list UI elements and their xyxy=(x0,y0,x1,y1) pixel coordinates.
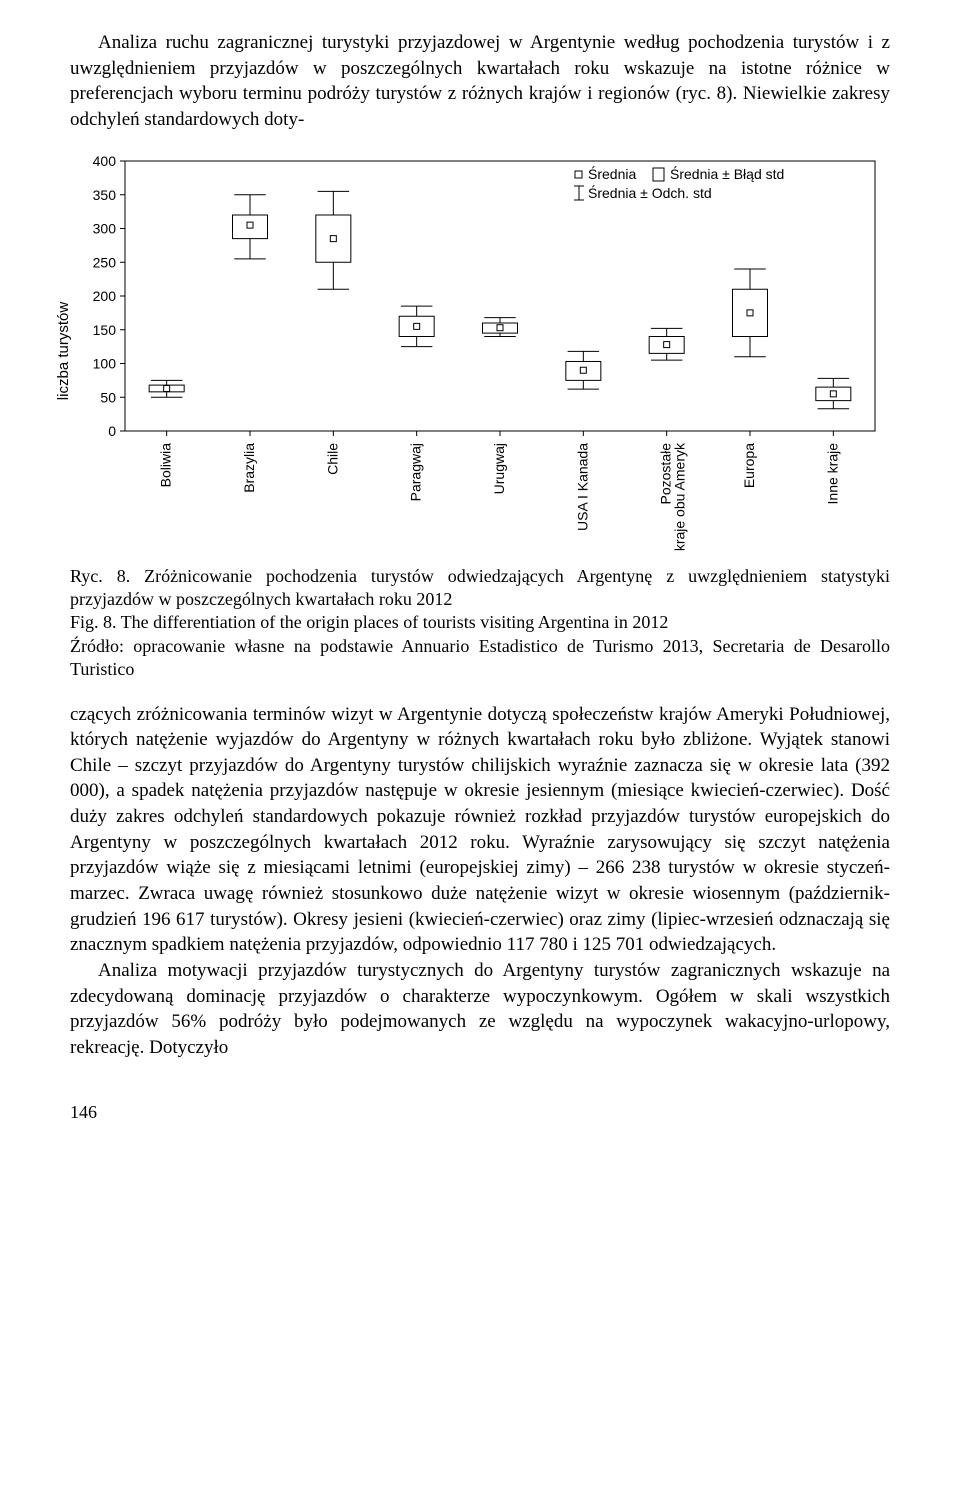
svg-text:250: 250 xyxy=(93,254,117,270)
page-number: 146 xyxy=(70,1100,890,1124)
boxplot-svg: 0 50 100 150 200 250 300 350 400 Boliwia Brazylia C… xyxy=(70,151,890,551)
svg-text:Inne kraje: Inne kraje xyxy=(824,442,840,504)
svg-text:USA I Kanada: USA I Kanada xyxy=(574,442,590,530)
svg-text:0: 0 xyxy=(108,423,116,439)
caption-pl: Ryc. 8. Zróżnicowanie pochodzenia turyst… xyxy=(70,565,890,612)
svg-text:Boliwia: Boliwia xyxy=(158,442,174,487)
caption-en: Fig. 8. The differentiation of the origi… xyxy=(70,611,890,634)
svg-text:Brazylia: Brazylia xyxy=(241,442,257,492)
svg-text:350: 350 xyxy=(93,186,117,202)
svg-text:150: 150 xyxy=(93,321,117,337)
svg-text:Urugwaj: Urugwaj xyxy=(491,443,507,494)
svg-text:200: 200 xyxy=(93,288,117,304)
y-axis-label: liczba turystów xyxy=(54,301,74,399)
svg-text:300: 300 xyxy=(93,220,117,236)
svg-text:100: 100 xyxy=(93,355,117,371)
svg-text:Pozostałekraje obu Ameryk: Pozostałekraje obu Ameryk xyxy=(658,442,688,551)
figure-8-boxplot: liczba turystów 050100150200250300350400… xyxy=(70,151,890,551)
svg-text:Średnia ± Błąd std: Średnia ± Błąd std xyxy=(670,165,784,182)
svg-text:Europa: Europa xyxy=(741,442,757,487)
svg-text:50: 50 xyxy=(100,389,116,405)
svg-text:Średnia ± Odch. std: Średnia ± Odch. std xyxy=(588,184,712,201)
svg-text:Średnia: Średnia xyxy=(588,165,636,182)
caption-source: Źródło: opracowanie własne na podstawie … xyxy=(70,635,890,682)
svg-text:Chile: Chile xyxy=(324,442,340,474)
main-paragraph-1: czących zróżnicowania terminów wizyt w A… xyxy=(70,702,890,958)
svg-text:Paragwaj: Paragwaj xyxy=(408,443,424,501)
svg-text:400: 400 xyxy=(93,153,117,169)
intro-paragraph: Analiza ruchu zagranicznej turystyki prz… xyxy=(70,30,890,133)
figure-caption: Ryc. 8. Zróżnicowanie pochodzenia turyst… xyxy=(70,565,890,682)
main-paragraph-2: Analiza motywacji przyjazdów turystyczny… xyxy=(70,958,890,1061)
